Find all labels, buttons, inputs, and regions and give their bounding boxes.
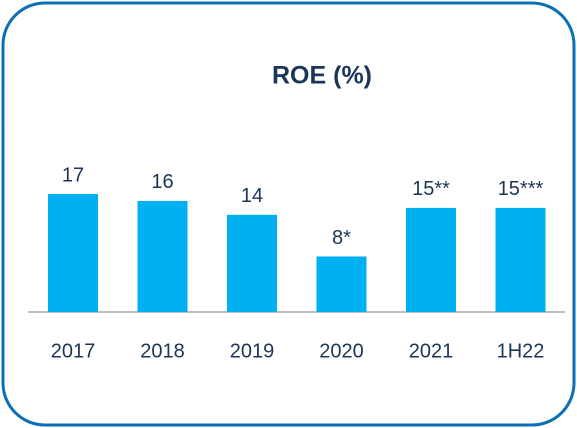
chart-title: ROE (%)	[272, 62, 372, 90]
x-tick-label: 2017	[51, 340, 96, 362]
x-tick-label: 2021	[409, 340, 454, 362]
value-label: 15***	[498, 178, 544, 200]
bar	[227, 214, 277, 312]
bar	[495, 207, 546, 312]
x-tick-label: 2018	[140, 340, 185, 362]
x-tick-label: 1H22	[497, 340, 545, 362]
bar	[137, 200, 188, 312]
x-tick-label: 2019	[230, 340, 275, 362]
value-label: 15**	[412, 178, 450, 200]
value-label: 16	[151, 171, 173, 193]
x-tick-label: 2020	[319, 340, 364, 362]
value-label: 14	[241, 185, 263, 207]
bar	[48, 194, 98, 312]
value-label: 8*	[332, 227, 351, 249]
value-label: 17	[62, 164, 84, 186]
bar	[406, 207, 456, 312]
bar	[316, 256, 367, 312]
